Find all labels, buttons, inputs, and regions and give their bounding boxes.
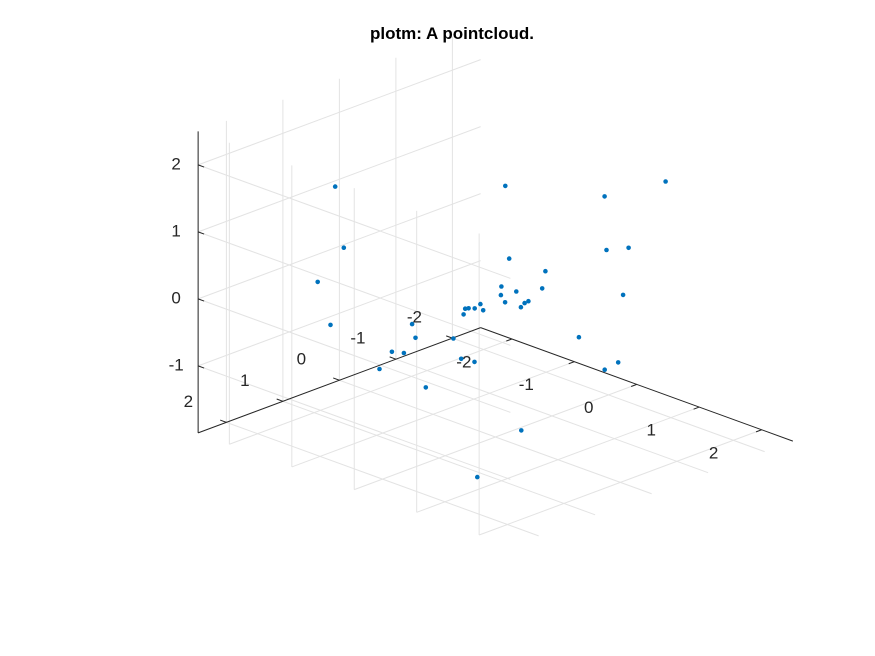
data-point — [315, 279, 321, 285]
y-tick-mark — [333, 377, 340, 381]
grid-line-y-floor — [226, 421, 539, 537]
data-point — [503, 183, 508, 189]
z-tick-label: 1 — [171, 221, 180, 240]
z-tick-label: 2 — [171, 154, 180, 173]
x-tick-mark — [506, 338, 513, 342]
x-tick-mark — [755, 429, 762, 433]
z-tick-label: 0 — [171, 288, 180, 307]
grid-lines — [197, 36, 765, 537]
data-point — [522, 300, 527, 306]
data-point — [626, 245, 631, 251]
data-points — [315, 179, 668, 480]
data-point — [539, 286, 545, 291]
data-point — [480, 308, 486, 313]
data-point — [602, 194, 607, 199]
z-tick-mark — [197, 231, 205, 235]
z-tick-mark — [197, 365, 205, 369]
data-point — [615, 360, 621, 365]
grid-line-z-wall — [197, 231, 511, 346]
x-tick-label: 1 — [646, 421, 655, 440]
data-point — [499, 284, 504, 289]
y-tick-mark — [389, 356, 397, 360]
data-point — [466, 306, 471, 311]
y-tick-mark — [276, 398, 284, 402]
data-point — [514, 289, 519, 294]
data-point — [526, 298, 531, 304]
data-point — [519, 428, 524, 433]
grid-line-z-wall — [197, 59, 481, 166]
grid-line-y-floor — [282, 400, 596, 516]
data-point — [478, 301, 483, 307]
x-tick-label: 0 — [584, 398, 593, 417]
z-tick-mark — [197, 298, 205, 302]
data-point — [413, 335, 418, 341]
data-point — [475, 474, 480, 480]
x-tick-mark — [630, 383, 637, 387]
grid-line-y-floor — [395, 358, 709, 474]
grid-line-z-wall — [197, 260, 481, 367]
data-point — [461, 312, 466, 317]
data-point — [328, 322, 333, 328]
data-point — [377, 366, 382, 372]
data-point — [462, 306, 468, 312]
y-tick-label: -1 — [350, 329, 365, 348]
data-point — [518, 304, 524, 310]
y-tick-label: 0 — [297, 350, 306, 369]
data-point — [458, 356, 464, 362]
data-point — [543, 268, 548, 274]
data-point — [663, 179, 668, 184]
y-tick-label: -2 — [407, 308, 422, 327]
x-tick-mark — [693, 406, 700, 410]
grid-line-y-floor — [452, 337, 765, 453]
grid-line-z-wall — [197, 164, 511, 279]
data-point — [498, 292, 504, 298]
y-tick-label: 1 — [240, 371, 249, 390]
data-point — [423, 385, 429, 390]
data-point — [506, 256, 512, 261]
data-point — [602, 367, 607, 373]
x-tick-mark — [568, 361, 575, 365]
axis-lines — [197, 131, 794, 442]
data-point — [472, 359, 477, 365]
grid-line-z-wall — [197, 298, 511, 413]
x-tick-label: -1 — [519, 375, 534, 394]
z-tick-label: -1 — [169, 355, 184, 374]
data-point — [576, 334, 582, 340]
grid-line-z-wall — [197, 193, 481, 300]
data-point — [401, 350, 407, 356]
x-tick-label: 2 — [709, 443, 718, 462]
grid-line-z-wall — [197, 126, 481, 233]
data-point — [620, 292, 626, 298]
data-point — [502, 300, 508, 305]
y-tick-mark — [220, 419, 227, 423]
data-point — [604, 247, 609, 253]
data-point — [332, 184, 338, 189]
y-tick-label: 2 — [184, 392, 193, 411]
chart-title: plotm: A pointcloud. — [370, 24, 534, 43]
z-tick-mark — [197, 164, 205, 168]
grid-line-z-wall — [197, 365, 511, 480]
x-tick-label: -2 — [456, 352, 471, 371]
data-point — [472, 306, 478, 311]
grid-line-y-floor — [339, 379, 652, 495]
data-point — [451, 336, 456, 341]
data-point — [341, 245, 347, 250]
data-point — [389, 349, 395, 355]
data-point — [409, 321, 415, 327]
